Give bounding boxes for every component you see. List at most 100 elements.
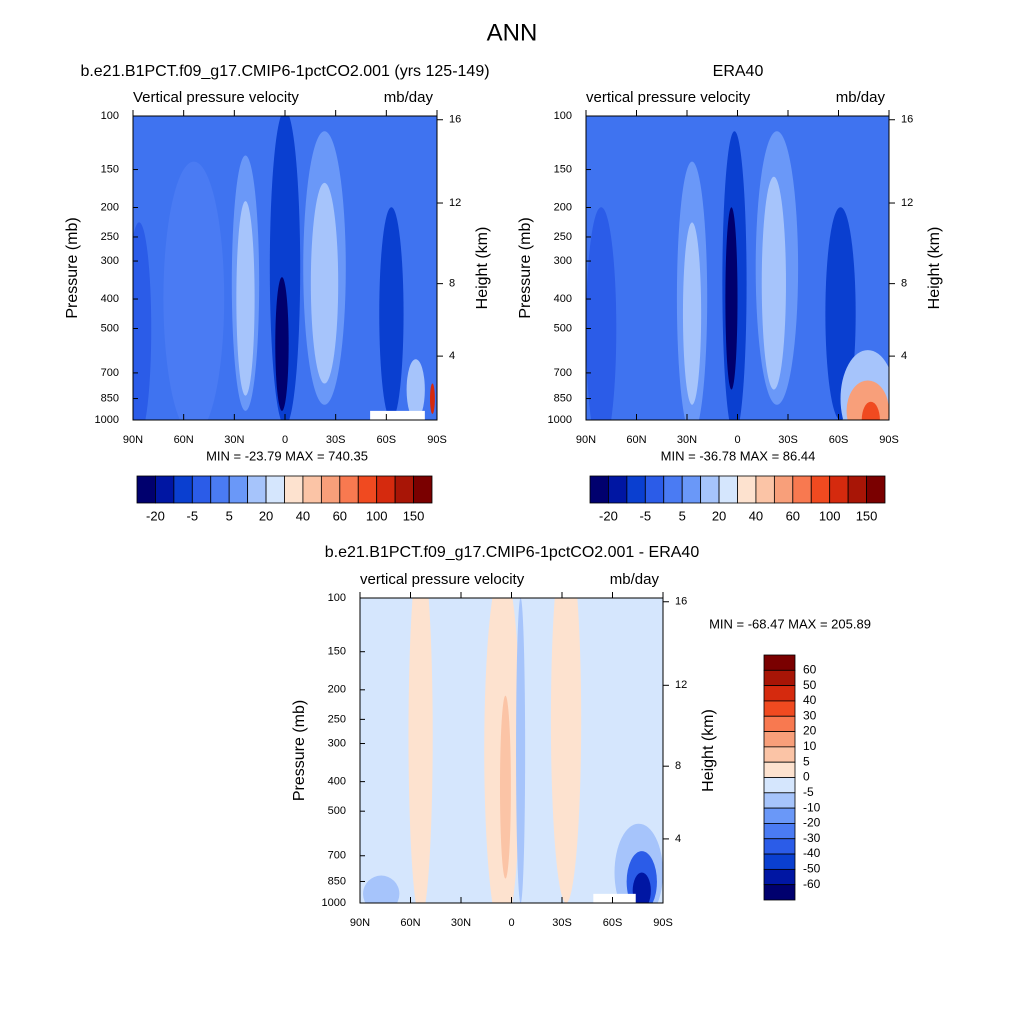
colorbar-label: 40 — [296, 508, 310, 523]
colorbar-label: 50 — [803, 678, 817, 692]
units-label: mb/day — [384, 89, 434, 106]
y-axis-label: Pressure (mb) — [64, 217, 81, 318]
contour-fill — [632, 872, 651, 903]
colorbar-box — [589, 475, 609, 504]
colorbar-box — [763, 715, 796, 732]
colorbar-label: 100 — [366, 508, 388, 523]
colorbar-box — [763, 685, 796, 702]
colorbar-label: 60 — [333, 508, 347, 523]
contour-fill — [363, 875, 400, 903]
colorbar-box — [136, 475, 156, 504]
colorbar-label: 5 — [803, 754, 810, 768]
y-tick-label: 200 — [554, 201, 572, 213]
field-label: vertical pressure velocity — [586, 89, 751, 106]
colorbar-box — [810, 475, 831, 504]
colorbar-label: -50 — [803, 862, 821, 876]
contour-fill — [133, 222, 152, 420]
panel-title: b.e21.B1PCT.f09_g17.CMIP6-1pctCO2.001 - … — [325, 544, 700, 561]
colorbar-box — [339, 475, 359, 504]
colorbar-box — [210, 475, 230, 504]
contour-fill — [550, 598, 582, 903]
y2-axis-label: Height (km) — [700, 709, 717, 792]
colorbar-box — [247, 475, 267, 504]
colorbar-label: 0 — [803, 770, 810, 784]
contour-fill — [275, 277, 289, 411]
colorbar-box — [608, 475, 628, 504]
colorbar-label: -5 — [187, 508, 199, 523]
y-axis-label: Pressure (mb) — [517, 217, 534, 318]
y-tick-label: 150 — [328, 646, 346, 658]
y-tick-label: 300 — [101, 255, 119, 267]
colorbar-box — [792, 475, 812, 504]
contour-fill — [861, 401, 880, 420]
panel-title: b.e21.B1PCT.f09_g17.CMIP6-1pctCO2.001 (y… — [80, 63, 489, 80]
colorbar-box — [763, 654, 796, 671]
y2-axis-label: Height (km) — [474, 227, 491, 310]
colorbar-box — [755, 475, 775, 504]
field-label: vertical pressure velocity — [360, 571, 525, 588]
colorbar-label: 40 — [749, 508, 763, 523]
colorbar-box — [763, 761, 796, 778]
y2-tick-label: 12 — [675, 679, 687, 691]
contour-fill — [310, 182, 339, 384]
colorbar-label: 40 — [803, 693, 817, 707]
y-tick-label: 400 — [101, 293, 119, 305]
figure-title: ANN — [487, 19, 538, 46]
x-tick-label: 30S — [778, 434, 798, 446]
colorbar-label: -20 — [599, 508, 618, 523]
contour-fill — [725, 207, 738, 390]
contour-fill — [586, 207, 617, 420]
y-tick-label: 1000 — [95, 414, 119, 426]
colorbar-label: -60 — [803, 877, 821, 891]
y-tick-label: 250 — [328, 713, 346, 725]
x-tick-label: 60S — [603, 917, 623, 929]
colorbar-box — [644, 475, 665, 504]
y2-tick-label: 16 — [675, 596, 687, 608]
y2-tick-label: 8 — [675, 760, 681, 772]
y-tick-label: 250 — [554, 231, 572, 243]
contour-fill — [682, 222, 702, 405]
y2-tick-label: 16 — [901, 114, 913, 126]
y-tick-label: 100 — [554, 110, 572, 122]
y-tick-label: 850 — [101, 392, 119, 404]
x-tick-label: 90S — [879, 434, 899, 446]
y-tick-label: 200 — [328, 684, 346, 696]
contour-field — [586, 116, 889, 420]
colorbar-box — [763, 807, 796, 824]
colorbar-label: -20 — [803, 816, 821, 830]
colorbar-label: -20 — [146, 508, 165, 523]
colorbar-box — [763, 838, 796, 855]
x-tick-label: 30N — [451, 917, 471, 929]
y-tick-label: 150 — [101, 163, 119, 175]
y-tick-label: 300 — [554, 255, 572, 267]
colorbar-box — [681, 475, 702, 504]
x-tick-label: 90S — [427, 434, 447, 446]
x-tick-label: 30S — [326, 434, 346, 446]
contour-fill — [516, 598, 526, 903]
colorbar-box — [763, 669, 796, 687]
colorbar-label: 5 — [226, 508, 233, 523]
colorbar-box — [376, 475, 396, 504]
colorbar-box — [228, 475, 249, 504]
y-tick-label: 850 — [328, 875, 346, 887]
colorbar-box — [302, 475, 322, 504]
x-tick-label: 90N — [576, 434, 596, 446]
y-tick-label: 200 — [101, 201, 119, 213]
y-tick-label: 700 — [328, 850, 346, 862]
y-tick-label: 500 — [554, 322, 572, 334]
contour-field — [360, 598, 663, 903]
colorbar-label: 20 — [712, 508, 726, 523]
colorbar-box — [763, 884, 796, 901]
y2-tick-label: 16 — [449, 114, 461, 126]
colorbar-box — [763, 700, 796, 717]
y-tick-label: 1000 — [548, 414, 572, 426]
colorbar-label: -5 — [803, 785, 814, 799]
stats: MIN = -36.78 MAX = 86.44 — [661, 448, 816, 463]
y2-tick-label: 4 — [675, 833, 681, 845]
x-tick-label: 60N — [626, 434, 646, 446]
colorbar-box — [763, 746, 796, 763]
colorbar-box — [763, 853, 796, 870]
colorbar-box — [173, 475, 193, 504]
colorbar-box — [763, 868, 796, 886]
x-tick-label: 30N — [677, 434, 697, 446]
